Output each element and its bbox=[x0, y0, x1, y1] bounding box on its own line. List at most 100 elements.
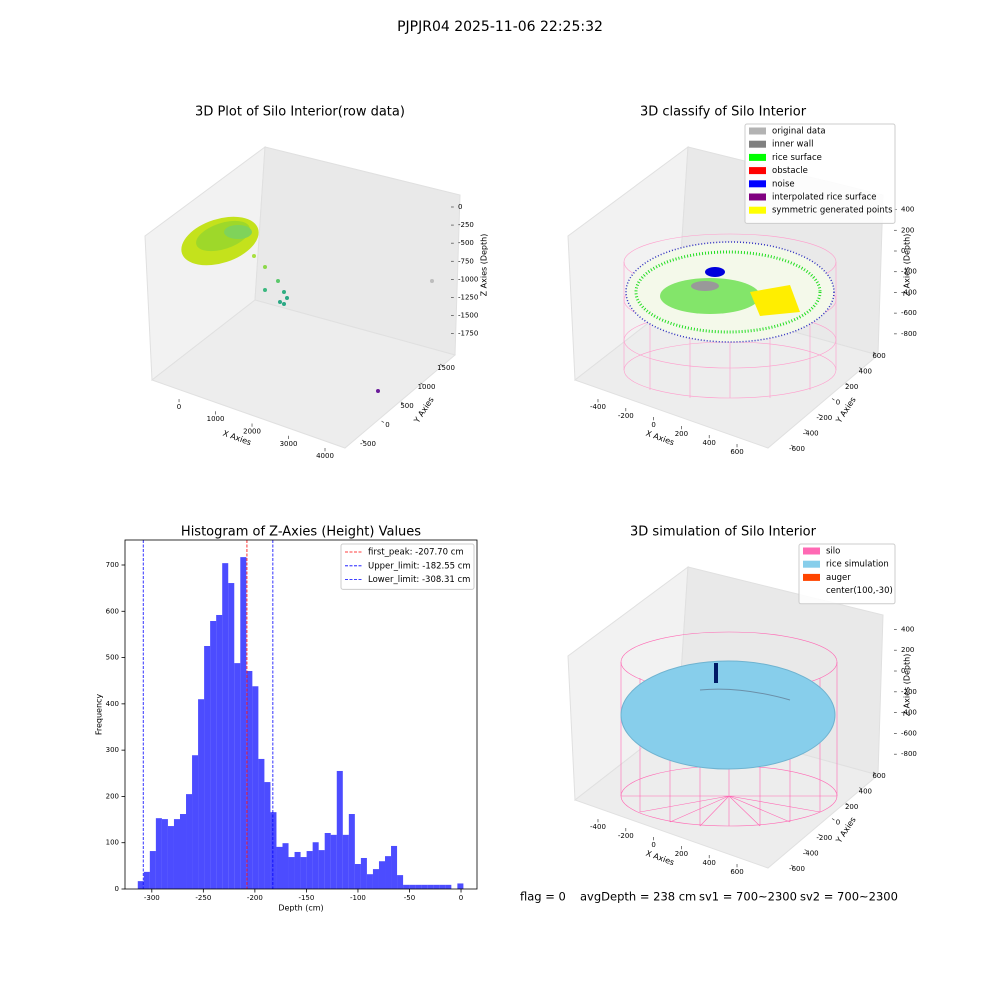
cloud bbox=[224, 225, 252, 239]
legend-label: obstacle bbox=[772, 166, 808, 176]
x-tick-label: 0 bbox=[459, 894, 463, 902]
z-tick-label: 0 bbox=[458, 203, 462, 211]
point bbox=[263, 265, 267, 269]
status-text: flag = 0 bbox=[520, 890, 566, 904]
tick-mark bbox=[872, 351, 876, 354]
x-axis-label: X Axies bbox=[645, 849, 676, 868]
y-tick-label: 0 bbox=[385, 421, 389, 429]
y-tick-label: -500 bbox=[360, 440, 376, 448]
bar bbox=[330, 834, 337, 889]
y-tick-label: -600 bbox=[789, 865, 805, 873]
x-tick-label: 600 bbox=[730, 448, 743, 456]
plot-title: Histogram of Z-Axies (Height) Values bbox=[181, 525, 421, 540]
y-tick-label: 300 bbox=[106, 746, 119, 754]
point bbox=[252, 254, 256, 258]
bar bbox=[264, 782, 271, 889]
point bbox=[276, 279, 280, 283]
z-axis-label: Z Axies (Depth) bbox=[903, 654, 912, 717]
bar bbox=[415, 884, 422, 889]
bar bbox=[143, 871, 150, 889]
bar bbox=[409, 884, 416, 889]
y-tick-label: 400 bbox=[859, 788, 872, 796]
y-tick-label: 700 bbox=[106, 561, 119, 569]
bar bbox=[312, 842, 319, 889]
z-tick-label: -200 bbox=[901, 268, 917, 276]
x-tick-label: -200 bbox=[247, 894, 263, 902]
bar bbox=[179, 814, 187, 889]
bar bbox=[149, 851, 156, 889]
bar bbox=[216, 614, 223, 889]
bar bbox=[173, 819, 180, 889]
x-tick-label: 0 bbox=[651, 841, 655, 849]
x-tick-label: 600 bbox=[730, 868, 743, 876]
pane-floor bbox=[150, 299, 457, 449]
legend-label: rice simulation bbox=[826, 560, 889, 570]
bar bbox=[391, 845, 398, 889]
tick-mark bbox=[790, 444, 794, 447]
x-tick-label: -250 bbox=[195, 894, 211, 902]
y-tick-label: -400 bbox=[803, 430, 819, 438]
z-tick-label: -1750 bbox=[458, 330, 478, 338]
y-tick-label: 500 bbox=[400, 402, 413, 410]
point bbox=[263, 288, 267, 292]
bar bbox=[421, 884, 428, 889]
x-tick-label: -50 bbox=[404, 894, 415, 902]
tick-mark bbox=[831, 818, 835, 821]
bar bbox=[234, 663, 241, 889]
bar bbox=[198, 699, 205, 889]
y-tick-label: 100 bbox=[106, 839, 119, 847]
bar bbox=[270, 812, 277, 889]
x-tick-label: 400 bbox=[703, 439, 716, 447]
y-tick-label: 1000 bbox=[418, 383, 436, 391]
tick-mark bbox=[804, 429, 808, 432]
bar bbox=[403, 884, 410, 889]
z-tick-label: 0 bbox=[901, 667, 905, 675]
z-tick-label: 400 bbox=[901, 206, 914, 214]
y-tick-label: 600 bbox=[106, 607, 119, 615]
y-tick-label: 600 bbox=[872, 772, 885, 780]
y-tick-label: -200 bbox=[816, 414, 832, 422]
tick-mark bbox=[831, 398, 835, 401]
axes-frame bbox=[124, 539, 478, 890]
tick-mark bbox=[439, 363, 443, 366]
y-tick-label: 200 bbox=[845, 803, 858, 811]
y-tick-label: 400 bbox=[106, 700, 119, 708]
status-text: avgDepth = 238 cm bbox=[580, 890, 696, 904]
x-tick-label: -400 bbox=[590, 823, 606, 831]
tick-mark bbox=[818, 833, 821, 836]
x-tick-label: 1000 bbox=[207, 415, 225, 423]
legend-box bbox=[340, 543, 475, 590]
bar bbox=[433, 884, 440, 889]
tick-mark bbox=[859, 367, 862, 370]
legend-label: Upper_limit: -182.55 cm bbox=[368, 561, 471, 571]
z-tick-label: 200 bbox=[901, 646, 914, 654]
z-axis-label: Z Axies (Depth) bbox=[480, 234, 489, 297]
legend-label: rice surface bbox=[772, 153, 822, 163]
legend-swatch bbox=[749, 206, 766, 214]
z-tick-label: -500 bbox=[458, 239, 474, 247]
tick-mark bbox=[804, 849, 808, 852]
bar bbox=[324, 832, 331, 889]
bar bbox=[258, 758, 265, 889]
tick-mark bbox=[790, 864, 794, 867]
figure-title: PJPJR04 2025-11-06 22:25:32 bbox=[397, 19, 603, 35]
bar bbox=[288, 857, 295, 889]
legend-label: symmetric generated points bbox=[772, 206, 893, 216]
rice-surface-line bbox=[699, 688, 791, 701]
bar bbox=[204, 645, 211, 889]
cloud bbox=[691, 281, 719, 291]
point bbox=[376, 389, 380, 393]
decorations bbox=[181, 216, 838, 827]
plot-title: 3D classify of Silo Interior bbox=[640, 105, 807, 120]
x-tick-label: -300 bbox=[144, 894, 160, 902]
tick-mark bbox=[845, 382, 849, 385]
x-axis-label: Depth (cm) bbox=[278, 904, 323, 913]
bar bbox=[378, 861, 386, 889]
bar bbox=[294, 851, 301, 889]
bar bbox=[210, 621, 217, 889]
z-tick-label: -1250 bbox=[458, 293, 478, 301]
z-tick-label: -1500 bbox=[458, 312, 478, 320]
tick-mark bbox=[361, 439, 365, 442]
z-tick-label: 400 bbox=[901, 625, 914, 633]
z-tick-label: -1000 bbox=[458, 275, 478, 283]
